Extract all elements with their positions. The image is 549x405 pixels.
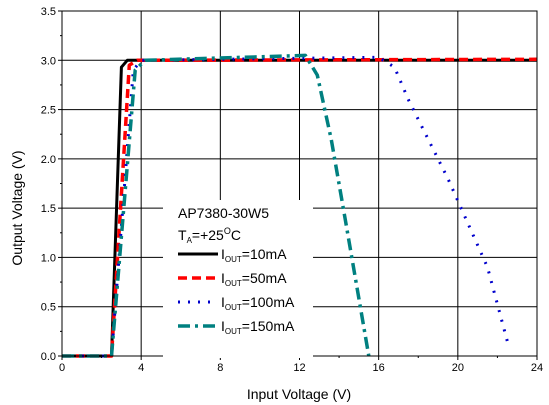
legend-entry-0: IOUT=10mA xyxy=(178,246,287,264)
y-tick-label: 3.5 xyxy=(41,6,56,18)
y-tick-label: 3.0 xyxy=(41,55,56,67)
y-tick-label: 2.0 xyxy=(41,154,56,166)
series-line-3 xyxy=(62,53,371,358)
legend-label-0: IOUT=10mA xyxy=(221,246,287,264)
legend-label-3: IOUT=150mA xyxy=(221,318,295,336)
x-tick-label: 0 xyxy=(59,362,65,374)
ticks xyxy=(58,10,538,360)
x-tick-label: 16 xyxy=(373,362,385,374)
y-tick-label: 1.0 xyxy=(41,252,56,264)
x-tick-label: 4 xyxy=(138,362,144,374)
y-tick-label: 0.5 xyxy=(41,302,56,314)
y-axis-title: Output Voltage (V) xyxy=(9,150,25,265)
legend-entry-2: IOUT=100mA xyxy=(178,294,295,312)
x-tick-label: 24 xyxy=(531,362,543,374)
x-axis-title: Input Voltage (V) xyxy=(247,386,351,402)
y-tick-label: 0.0 xyxy=(41,351,56,363)
legend-entry-1: IOUT=50mA xyxy=(178,270,287,288)
y-tick-label: 2.5 xyxy=(41,105,56,117)
legend-label-1: IOUT=50mA xyxy=(221,270,287,288)
legend-entry-3: IOUT=150mA xyxy=(178,318,295,336)
legend-label-2: IOUT=100mA xyxy=(221,294,295,312)
x-tick-label: 12 xyxy=(293,362,305,374)
legend-condition: TA=+25OC xyxy=(178,226,241,245)
legend-box xyxy=(163,200,313,358)
legend-title: AP7380-30W5 xyxy=(178,205,269,221)
x-tick-label: 20 xyxy=(452,362,464,374)
x-tick-labels: 0 4 8 12 16 20 24 xyxy=(59,362,543,374)
y-tick-labels: 0.0 0.5 1.0 1.5 2.0 2.5 3.0 3.5 xyxy=(41,6,56,363)
x-tick-label: 8 xyxy=(217,362,223,374)
y-tick-label: 1.5 xyxy=(41,203,56,215)
